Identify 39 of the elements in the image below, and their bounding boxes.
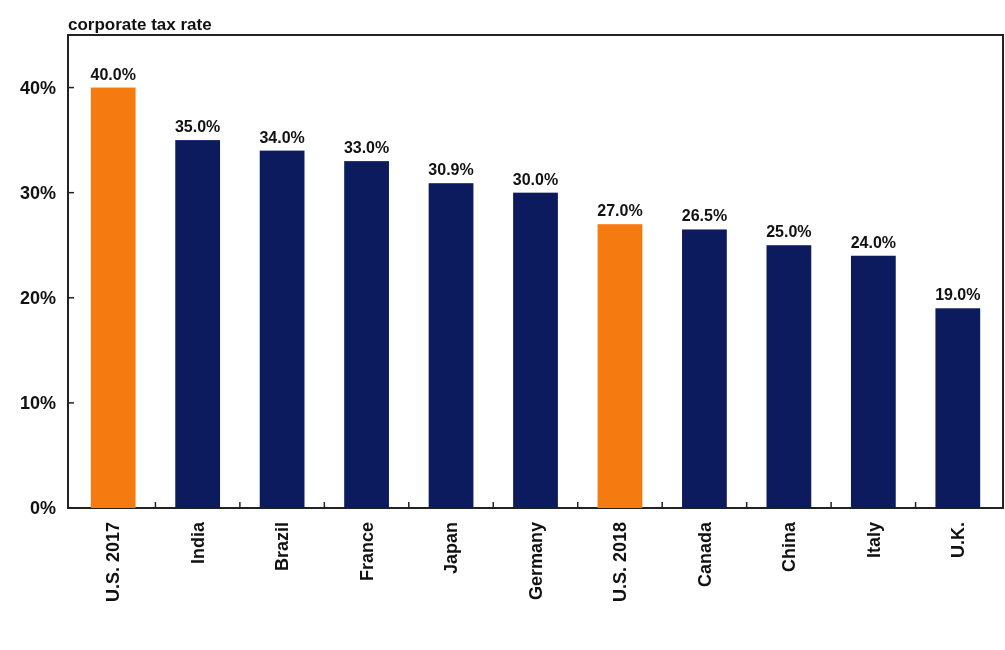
data-label: 40.0% — [90, 65, 136, 83]
data-label: 30.0% — [512, 170, 559, 188]
data-label: 19.0% — [935, 286, 981, 304]
data-label: 30.9% — [428, 161, 474, 179]
x-tick-label: Canada — [694, 521, 715, 588]
bar — [344, 161, 389, 508]
bar — [513, 192, 558, 508]
x-tick-label: Italy — [863, 522, 884, 559]
x-tick-label: France — [356, 522, 377, 582]
x-tick-label: India — [187, 521, 208, 565]
bar — [259, 150, 305, 508]
data-label: 33.0% — [343, 139, 390, 157]
bar — [682, 229, 727, 508]
y-tick-label: 0% — [29, 498, 56, 519]
y-tick-label: 40% — [19, 77, 56, 98]
x-tick-label: U.S. 2017 — [103, 522, 124, 603]
bar — [597, 224, 643, 508]
data-label: 24.0% — [850, 233, 897, 251]
x-tick-label: Germany — [525, 522, 546, 601]
data-label: 35.0% — [174, 118, 221, 136]
y-tick-label: 20% — [19, 288, 56, 309]
y-tick-label: 30% — [19, 182, 56, 203]
data-label: 34.0% — [259, 128, 305, 146]
x-tick-label: U.S. 2018 — [610, 522, 631, 603]
chart-title: corporate tax rate — [68, 15, 212, 34]
bar — [428, 183, 474, 508]
bar — [90, 87, 136, 508]
data-label: 26.5% — [681, 207, 728, 225]
data-label: 27.0% — [597, 202, 643, 220]
bar — [850, 255, 896, 508]
data-label: 25.0% — [766, 223, 812, 241]
bar — [175, 140, 221, 508]
bar — [935, 308, 981, 508]
x-tick-label: China — [779, 521, 800, 573]
x-tick-label: Japan — [441, 522, 462, 575]
bar — [766, 245, 812, 508]
x-tick-label: Brazil — [272, 522, 293, 572]
x-tick-label: U.K. — [948, 522, 969, 558]
y-tick-label: 10% — [19, 393, 56, 414]
